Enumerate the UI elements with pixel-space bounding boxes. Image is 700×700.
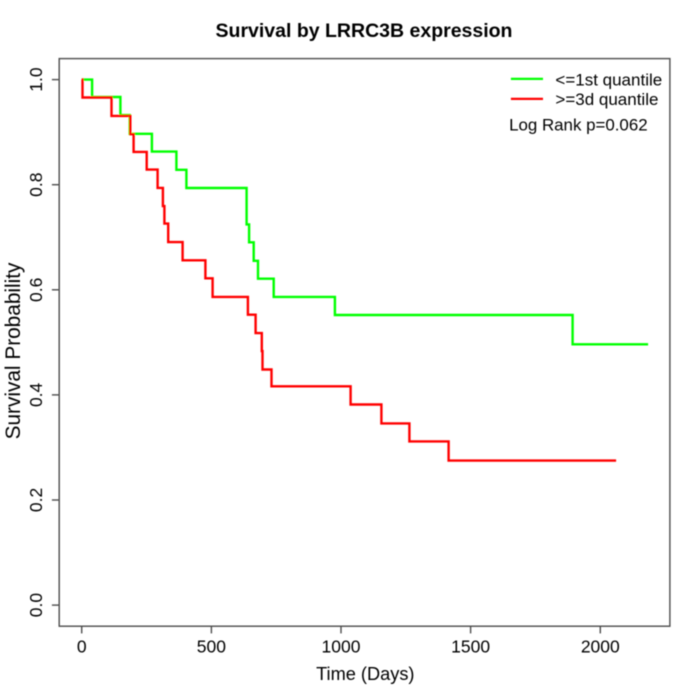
svg-text:0.8: 0.8 <box>26 173 46 197</box>
svg-text:0.0: 0.0 <box>26 593 46 618</box>
svg-text:Survival by LRRC3B expression: Survival by LRRC3B expression <box>216 20 513 42</box>
svg-text:Survival Probability: Survival Probability <box>2 262 25 439</box>
svg-text:<=1st quantile: <=1st quantile <box>555 70 662 89</box>
svg-text:1.0: 1.0 <box>26 67 46 92</box>
svg-text:2000: 2000 <box>581 637 620 657</box>
svg-text:Log Rank p=0.062: Log Rank p=0.062 <box>509 116 648 135</box>
svg-text:1500: 1500 <box>451 637 490 657</box>
svg-text:0.4: 0.4 <box>26 382 46 407</box>
svg-text:1000: 1000 <box>322 637 361 657</box>
svg-text:0.6: 0.6 <box>26 278 46 302</box>
svg-text:0: 0 <box>77 637 87 657</box>
svg-text:Time (Days): Time (Days) <box>316 664 414 684</box>
svg-text:>=3d quantile: >=3d quantile <box>555 90 658 109</box>
svg-text:500: 500 <box>197 637 226 657</box>
svg-text:0.2: 0.2 <box>26 488 46 512</box>
